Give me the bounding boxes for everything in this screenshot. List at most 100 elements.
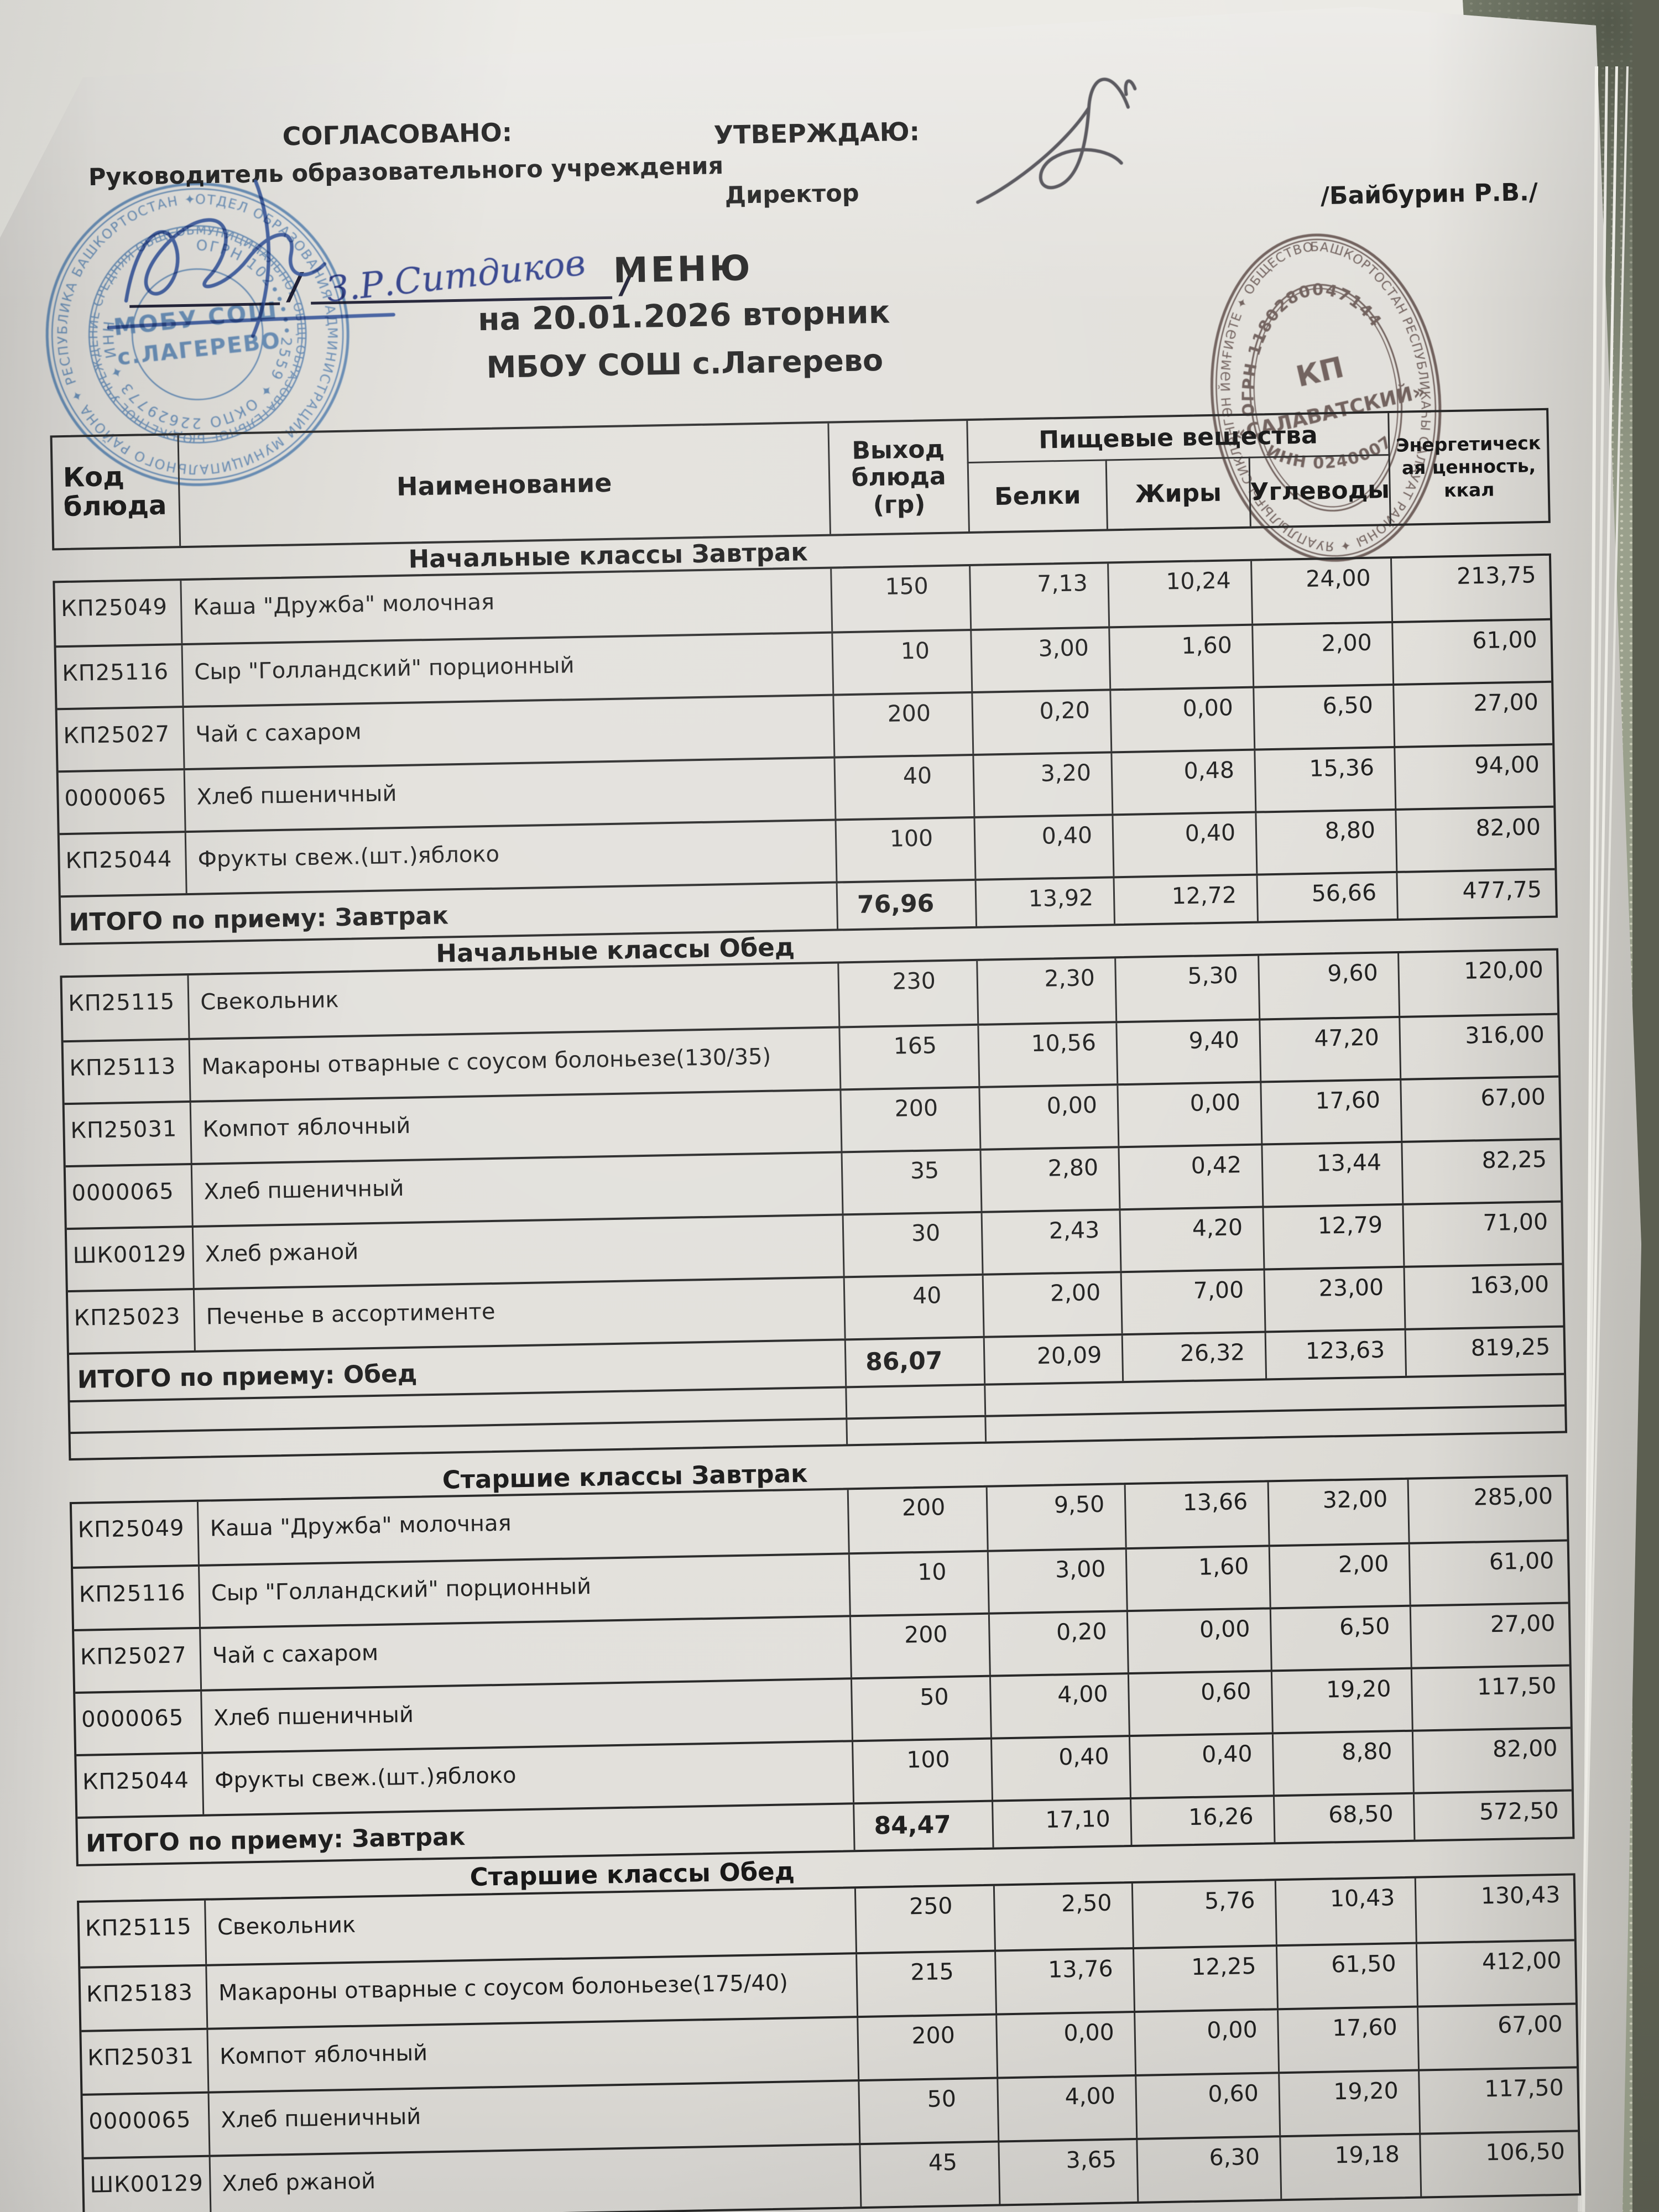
cell-carbs: 6,50: [1269, 1606, 1411, 1670]
cell-code: КП25031: [70, 1116, 178, 1144]
cell-kcal: 27,00: [1409, 1604, 1569, 1667]
cell-kcal: 412,00: [1415, 1941, 1575, 2006]
cell-code: КП25049: [77, 1515, 185, 1543]
cell-protein: 2,80: [979, 1148, 1119, 1211]
cell-code: КП25027: [80, 1642, 187, 1670]
cell-output: 84,47: [853, 1802, 993, 1850]
cell-carbs: 12,79: [1262, 1205, 1404, 1269]
cell-name: Хлеб пшеничный: [190, 1153, 842, 1225]
cell-name: Каша "Дружба" молочная: [196, 1490, 848, 1564]
col-header-protein: Белки: [967, 459, 1107, 532]
cell-carbs: 17,60: [1277, 2007, 1418, 2072]
cell-carbs: 15,36: [1254, 748, 1395, 811]
menu-table-block: Код блюда Наименование Выход блюда (гр) …: [1, 406, 1659, 2212]
cell-kcal: 67,00: [1417, 2005, 1577, 2069]
menu-table: КП25115 Свекольник 250 2,50 5,76 10,43 130,43 К…: [77, 1873, 1582, 2212]
cell-carbs: 9,60: [1258, 953, 1399, 1019]
cell-code: КП25183: [86, 1980, 194, 2007]
cell-name: Свекольник: [187, 963, 839, 1039]
cell-protein: 0,20: [971, 691, 1111, 754]
cell-fat: 5,30: [1114, 956, 1259, 1021]
cell-name: Хлеб пшеничный: [183, 758, 835, 831]
col-header-fat: Жиры: [1105, 456, 1250, 529]
cell-carbs: 17,60: [1260, 1080, 1401, 1144]
cell-kcal: 67,00: [1400, 1077, 1560, 1141]
cell-code: КП25116: [79, 1580, 186, 1608]
menu-table: КП25049 Каша "Дружба" молочная 200 9,50 13,6…: [69, 1474, 1575, 1867]
cell-fat: 0,60: [1135, 2074, 1280, 2138]
cell-fat: 7,00: [1120, 1270, 1265, 1334]
cell-kcal: 130,43: [1414, 1875, 1574, 1942]
cell-name: Макароны отварные с соусом болоньезе(175…: [205, 1954, 857, 2028]
cell-name: Макароны отварные с соусом болоньезе(130…: [188, 1028, 840, 1101]
cell-fat: 0,00: [1126, 1609, 1271, 1673]
cell-carbs: 68,50: [1272, 1794, 1414, 1843]
cell-fat: 0,40: [1128, 1734, 1273, 1798]
cell-output: 45: [859, 2142, 999, 2207]
cell-name: Чай с сахаром: [182, 696, 834, 769]
empty-cell: [845, 1385, 985, 1418]
cell-code: КП25044: [65, 846, 173, 874]
cell-name: Каша "Дружба" молочная: [180, 568, 832, 644]
cell-code: 0000065: [81, 1705, 184, 1733]
cell-kcal: 120,00: [1397, 950, 1558, 1016]
cell-output: 50: [850, 1677, 990, 1740]
cell-kcal: 61,00: [1408, 1541, 1568, 1605]
cell-output: 86,07: [844, 1338, 984, 1386]
cell-kcal: 71,00: [1402, 1202, 1562, 1266]
cell-fat: 0,40: [1112, 813, 1256, 877]
cell-fat: 5,76: [1131, 1881, 1276, 1948]
cell-fat: 13,66: [1124, 1482, 1269, 1548]
cell-kcal: 117,50: [1418, 2068, 1578, 2133]
cell-fat: 26,32: [1121, 1333, 1266, 1381]
cell-carbs: 32,00: [1267, 1479, 1408, 1545]
cell-kcal: 82,25: [1401, 1140, 1561, 1203]
cell-protein: 4,00: [989, 1674, 1129, 1738]
cell-code: КП25044: [82, 1767, 190, 1795]
cell-name: Хлеб пшеничный: [200, 1679, 852, 1752]
cell-fat: 0,42: [1118, 1145, 1262, 1209]
cell-protein: 17,10: [992, 1799, 1131, 1848]
cell-protein: 13,76: [994, 1949, 1134, 2013]
cell-carbs: 24,00: [1250, 559, 1392, 624]
cell-output: 200: [832, 693, 973, 757]
cell-code: ШК00129: [72, 1241, 187, 1269]
cell-carbs: 19,20: [1270, 1669, 1412, 1733]
cell-code: КП25023: [74, 1303, 181, 1331]
cell-code: КП25116: [61, 659, 169, 687]
cell-protein: 0,40: [990, 1737, 1130, 1800]
cell-kcal: 27,00: [1392, 682, 1553, 747]
cell-code: КП25115: [67, 989, 175, 1017]
cell-kcal: 163,00: [1403, 1265, 1563, 1328]
cell-output: 200: [839, 1088, 980, 1151]
col-header-carbs: Углеводы: [1248, 454, 1390, 526]
cell-output: 230: [837, 961, 978, 1026]
cell-output: 200: [847, 1487, 987, 1553]
cell-protein: 2,50: [993, 1884, 1133, 1950]
cell-fat: 1,60: [1125, 1547, 1270, 1610]
cell-kcal: 106,50: [1419, 2132, 1579, 2197]
cell-protein: 3,00: [987, 1550, 1126, 1613]
cell-output: 10: [831, 631, 972, 694]
cell-protein: 2,43: [980, 1211, 1120, 1274]
col-header-energy: Энергетическ ая ценность, ккал: [1387, 410, 1548, 524]
cell-name: Свекольник: [204, 1888, 856, 1964]
cell-protein: 4,00: [997, 2076, 1136, 2141]
cell-carbs: 47,20: [1259, 1018, 1400, 1081]
cell-carbs: 123,63: [1264, 1330, 1406, 1379]
cell-fat: 12,72: [1113, 875, 1257, 924]
cell-protein: 10,56: [977, 1023, 1117, 1086]
cell-name: Компот яблочный: [189, 1091, 841, 1164]
cell-output: 100: [834, 818, 975, 881]
menu-table: КП25049 Каша "Дружба" молочная 150 7,13 10,2…: [53, 553, 1558, 946]
approved-label: УТВЕРЖДАЮ:: [713, 116, 920, 150]
cell-protein: 0,00: [995, 2013, 1135, 2077]
background-right-edge: [1632, 0, 1659, 2212]
agreed-label: СОГЛАСОВАНО:: [282, 117, 513, 152]
cell-protein: 2,30: [976, 958, 1116, 1024]
cell-carbs: 6,50: [1253, 686, 1394, 749]
cell-carbs: 13,44: [1261, 1142, 1402, 1206]
cell-fat: 9,40: [1115, 1020, 1260, 1084]
cell-carbs: 10,43: [1274, 1878, 1416, 1945]
